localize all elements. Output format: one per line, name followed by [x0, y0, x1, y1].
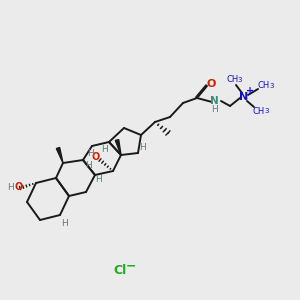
- Text: N: N: [239, 92, 249, 102]
- Text: CH: CH: [227, 76, 239, 85]
- Text: H: H: [7, 182, 14, 191]
- Text: +: +: [246, 86, 254, 96]
- Text: −: −: [126, 260, 136, 272]
- Text: CH: CH: [253, 106, 265, 116]
- Text: O: O: [206, 79, 216, 89]
- Text: H: H: [85, 161, 92, 170]
- Text: 3: 3: [270, 83, 274, 89]
- Text: O: O: [15, 182, 23, 192]
- Text: N: N: [210, 96, 218, 106]
- Polygon shape: [115, 140, 121, 155]
- Text: H: H: [96, 176, 102, 184]
- Polygon shape: [56, 147, 63, 163]
- Text: H: H: [140, 142, 146, 152]
- Text: H: H: [88, 148, 94, 158]
- Text: CH: CH: [258, 82, 270, 91]
- Text: 3: 3: [238, 77, 242, 83]
- Text: H: H: [211, 104, 218, 113]
- Text: O: O: [92, 152, 100, 162]
- Text: H: H: [61, 220, 68, 229]
- Text: 3: 3: [265, 108, 269, 114]
- Text: H: H: [102, 145, 108, 154]
- Text: Cl: Cl: [113, 263, 127, 277]
